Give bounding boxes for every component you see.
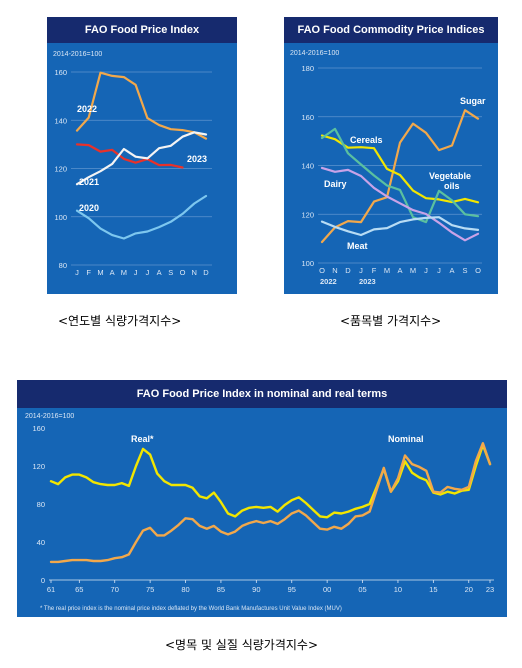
x-tick-label: J [437,266,441,275]
y-tick-label: 40 [37,538,45,547]
x-tick-label: 05 [358,585,366,594]
unit-label: 2014-2016=100 [290,50,339,57]
x-tick-label: 61 [47,585,55,594]
series-label-dairy: Dairy [324,179,347,189]
series-label-2020: 2020 [79,203,99,213]
chart-title: FAO Food Commodity Price Indices [284,17,498,43]
x-tick-label: 75 [146,585,154,594]
series-label-real: Real* [131,434,154,444]
series-line-Sugar [320,109,480,244]
series-label-sugar: Sugar [460,96,486,106]
x-tick-label: N [192,268,197,277]
x-tick-label: A [157,268,162,277]
x-tick-label: 80 [181,585,189,594]
year-tick-label: 2023 [359,277,376,286]
annual-chart-caption: <연도별 식량가격지수> [58,314,182,328]
series-line-Meat [320,216,480,237]
y-tick-label: 80 [37,500,45,509]
x-tick-label: 10 [394,585,402,594]
x-tick-label: 00 [323,585,331,594]
y-tick-label: 0 [41,576,45,585]
series-label-vegetable: Vegetable [429,171,471,181]
x-tick-label: 20 [465,585,473,594]
x-tick-label: J [134,268,138,277]
series-label-meat: Meat [347,241,368,251]
series-line-Cereals [320,134,480,204]
y-tick-label: 100 [301,259,314,268]
series-line-2022 [75,71,208,140]
series-label-cereals: Cereals [350,135,383,145]
nominal-real-price-chart: FAO Food Price Index in nominal and real… [17,380,507,617]
x-tick-label: 15 [429,585,437,594]
series-label-2021: 2021 [79,177,99,187]
commodity-chart-caption: <품목별 가격지수> [340,314,442,328]
x-tick-label: 90 [252,585,260,594]
y-tick-label: 140 [301,162,314,171]
y-tick-label: 160 [32,424,45,433]
x-tick-label: M [97,268,103,277]
x-tick-label: D [345,266,351,275]
x-tick-label: A [110,268,115,277]
y-tick-label: 100 [54,213,67,222]
x-tick-label: N [332,266,337,275]
nominal-real-chart-caption: <명목 및 실질 식량가격지수> [165,638,318,652]
x-tick-label: A [397,266,402,275]
series-line-2023 [75,143,184,169]
series-label-nominal: Nominal [388,434,424,444]
footnote: * The real price index is the nominal pr… [40,606,342,612]
y-tick-label: 80 [59,261,67,270]
x-tick-label: M [121,268,127,277]
x-tick-label: J [359,266,363,275]
x-tick-label: O [475,266,481,275]
y-tick-label: 120 [32,462,45,471]
x-tick-label: 23 [486,585,494,594]
y-tick-label: 120 [301,210,314,219]
x-tick-label: O [319,266,325,275]
series-line-Real* [49,443,492,519]
x-tick-label: S [168,268,173,277]
y-tick-label: 140 [54,116,67,125]
y-tick-label: 160 [301,113,314,122]
unit-label: 2014-2016=100 [53,51,102,58]
series-label-2022: 2022 [77,104,97,114]
chart-title: FAO Food Price Index [47,17,237,43]
x-tick-label: A [449,266,454,275]
x-tick-label: 85 [217,585,225,594]
series-line-Nominal [49,442,492,564]
series-label-oils: oils [444,181,460,191]
x-tick-label: F [372,266,377,275]
x-tick-label: J [145,268,149,277]
commodity-price-chart: FAO Food Commodity Price Indices 2014-20… [284,17,498,294]
series-label-2023: 2023 [187,154,207,164]
year-tick-label: 2022 [320,277,337,286]
x-tick-label: M [410,266,416,275]
x-tick-label: M [384,266,390,275]
x-tick-label: F [86,268,91,277]
chart-title: FAO Food Price Index in nominal and real… [17,380,507,408]
series-line-Dairy [320,166,480,242]
x-tick-label: 70 [111,585,119,594]
x-tick-label: 65 [75,585,83,594]
x-tick-label: J [75,268,79,277]
series-line-2021 [75,131,208,186]
x-tick-label: O [180,268,186,277]
x-tick-label: J [424,266,428,275]
nominal-real-chart-plot: 2014-2016=100 0 40 80 120 160 61 65 70 75 80 85 90 95… [25,413,494,612]
y-tick-label: 180 [301,64,314,73]
x-tick-label: D [203,268,209,277]
series-line-Vegetable oils [320,127,480,224]
x-tick-label: 95 [288,585,296,594]
y-tick-label: 120 [54,165,67,174]
x-tick-label: S [462,266,467,275]
y-tick-label: 160 [54,68,67,77]
unit-label: 2014-2016=100 [25,413,74,420]
series-line-2020 [75,194,208,240]
annual-food-price-chart: FAO Food Price Index 2014-2016=100 80 100 1… [47,17,237,294]
